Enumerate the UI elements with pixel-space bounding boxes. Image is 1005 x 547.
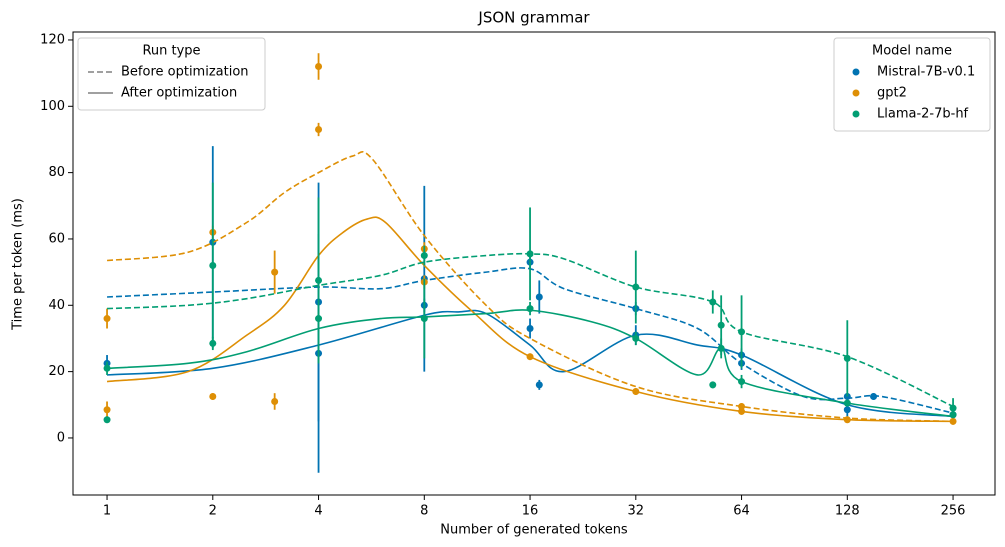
data-point (738, 378, 746, 386)
y-tick-label: 20 (48, 364, 65, 379)
legend-label: After optimization (121, 86, 237, 101)
x-tick-label: 64 (733, 504, 750, 519)
data-point (843, 354, 851, 362)
data-point (535, 381, 543, 389)
x-tick-label: 256 (941, 504, 966, 519)
data-point (717, 344, 725, 352)
model-line (107, 252, 954, 408)
legend-label: gpt2 (877, 86, 907, 101)
model-line (106, 151, 954, 423)
legend-title: Run type (142, 44, 200, 59)
data-point (315, 62, 323, 70)
y-tick-label: 40 (48, 298, 65, 313)
x-tick-label: 4 (314, 504, 322, 519)
data-point (209, 261, 217, 269)
legend-label: Mistral-7B-v0.1 (877, 65, 975, 80)
y-tick-label: 80 (48, 165, 65, 180)
plot-area (103, 53, 957, 473)
x-tick-label: 8 (420, 504, 428, 519)
data-point (420, 315, 428, 323)
data-point (843, 399, 851, 407)
data-point (271, 397, 279, 405)
data-point (209, 339, 217, 347)
chart-title: JSON grammar (477, 9, 590, 27)
data-point (271, 268, 279, 276)
legend-marker (852, 89, 860, 97)
legend-box (77, 37, 266, 111)
data-point (535, 293, 543, 301)
data-point (738, 407, 746, 415)
data-point (315, 276, 323, 284)
data-point (103, 406, 111, 414)
data-point (709, 381, 717, 389)
legend-title: Model name (872, 44, 952, 59)
x-tick-label: 1 (103, 504, 111, 519)
data-point (209, 392, 217, 400)
legend-label: Before optimization (121, 65, 249, 80)
data-point (632, 283, 640, 291)
data-point (103, 364, 111, 372)
x-tick-label: 16 (522, 504, 539, 519)
data-point (526, 250, 534, 258)
data-point (632, 388, 640, 396)
x-tick-label: 32 (628, 504, 645, 519)
data-point (315, 315, 323, 323)
data-point (526, 325, 534, 333)
data-point (870, 392, 878, 400)
y-tick-label: 60 (48, 231, 65, 246)
plot-frame (72, 31, 996, 496)
data-point (103, 315, 111, 323)
data-point (738, 328, 746, 336)
y-tick-label: 120 (40, 32, 65, 47)
data-point (949, 417, 957, 425)
data-point (843, 406, 851, 414)
data-point (738, 402, 746, 410)
data-point (526, 305, 534, 313)
data-point (709, 298, 717, 306)
legend-marker (852, 110, 860, 118)
data-point (315, 126, 323, 134)
legend-box (833, 37, 991, 132)
data-point (717, 321, 725, 329)
data-point (843, 416, 851, 424)
data-point (632, 334, 640, 342)
x-axis-label: Number of generated tokens (440, 523, 628, 538)
data-point (103, 416, 111, 424)
y-tick-label: 100 (40, 99, 65, 114)
y-axis-label: Time per token (ms) (11, 198, 26, 331)
legend-marker (852, 68, 860, 76)
data-point (420, 252, 428, 260)
data-point (949, 411, 957, 419)
data-point (949, 404, 957, 412)
x-tick-label: 128 (835, 504, 860, 519)
model-line (106, 309, 954, 418)
y-tick-label: 0 (57, 430, 65, 445)
x-tick-label: 2 (209, 504, 217, 519)
data-point (526, 353, 534, 361)
legend-label: Llama-2-7b-hf (877, 107, 969, 122)
